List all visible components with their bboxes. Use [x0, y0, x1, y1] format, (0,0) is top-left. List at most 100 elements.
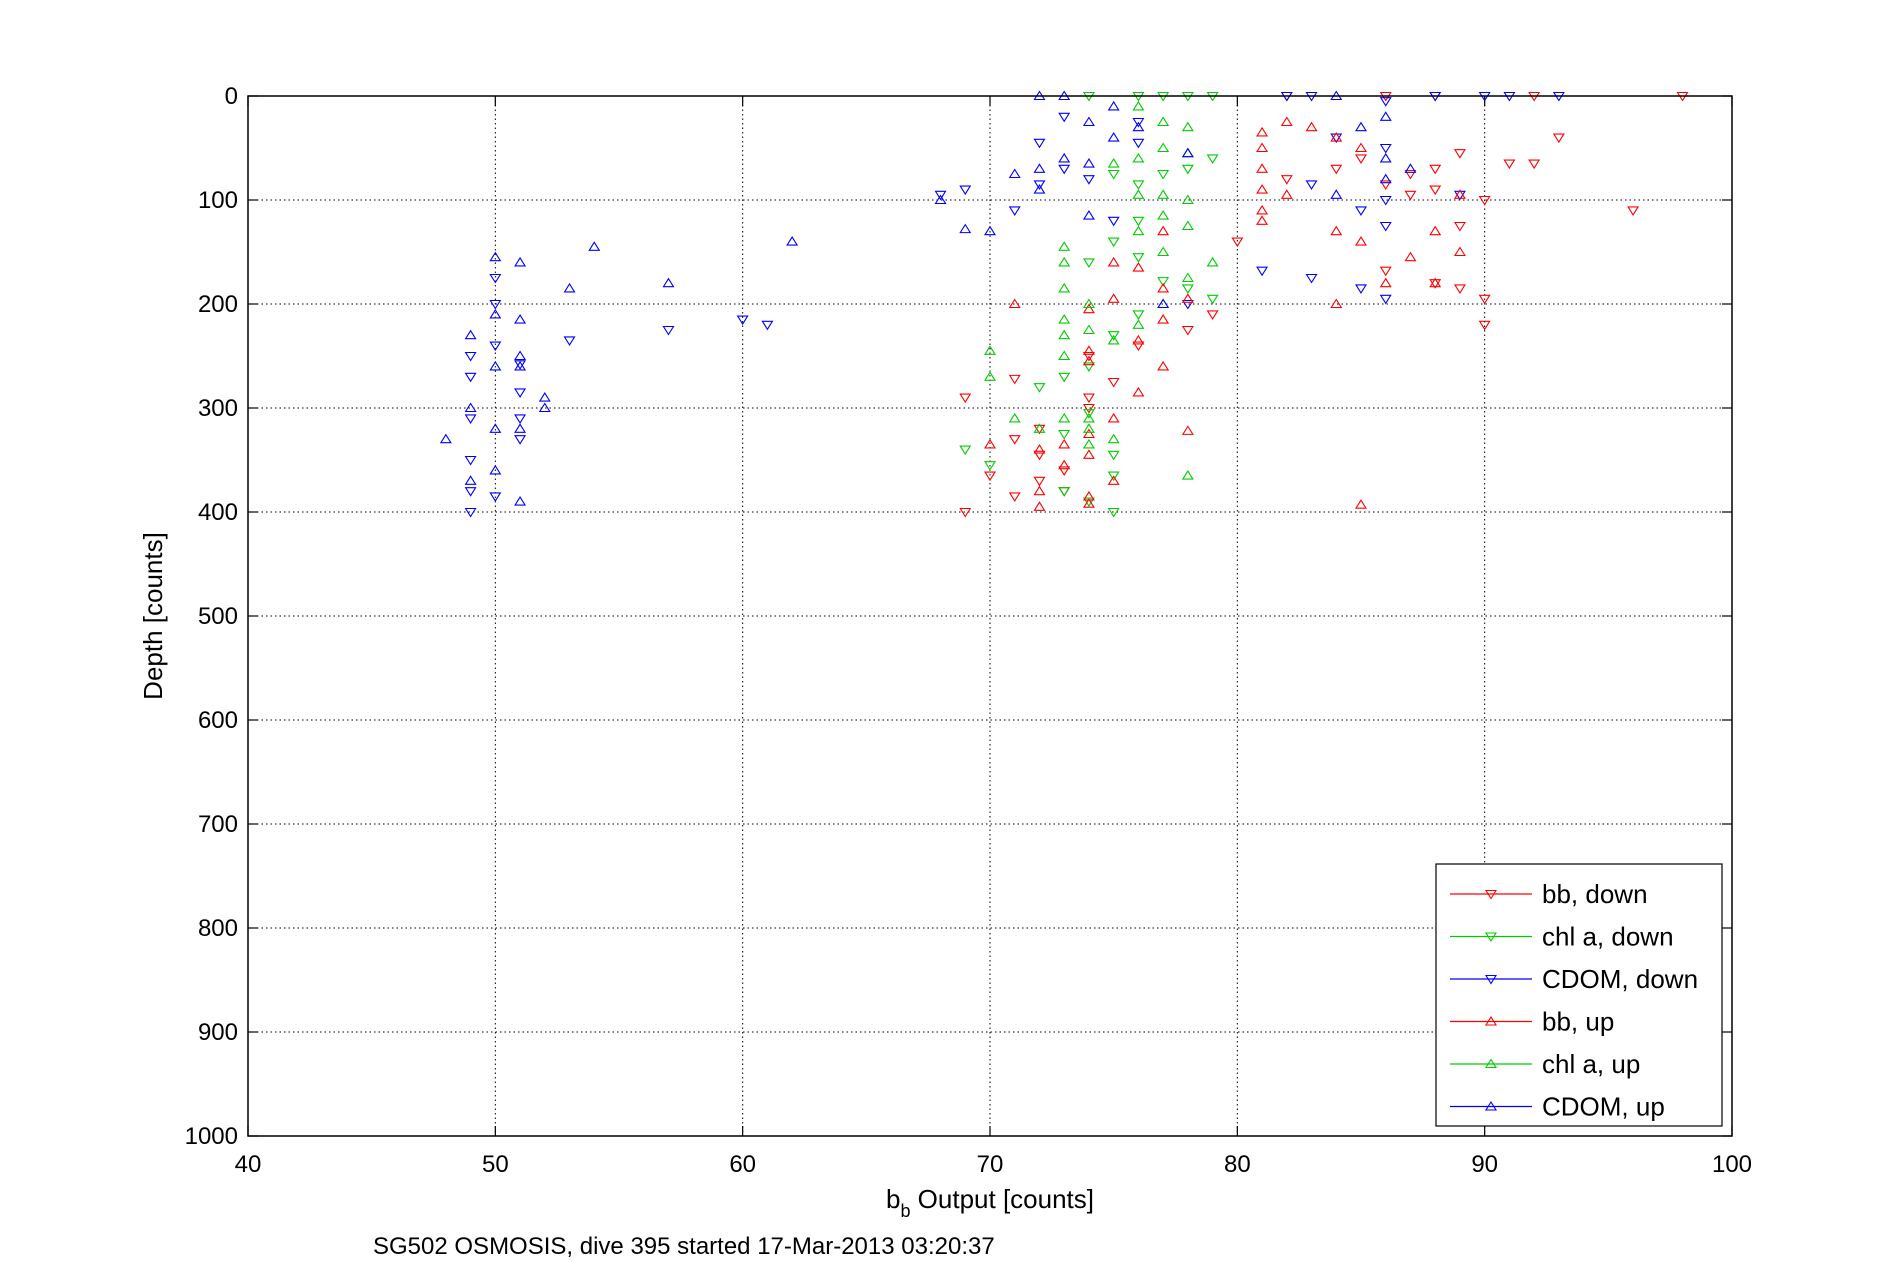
data-point — [1082, 303, 1095, 314]
data-point — [1132, 225, 1145, 236]
data-point — [1355, 499, 1367, 509]
data-point — [1478, 320, 1491, 331]
data-point — [1132, 117, 1145, 128]
data-point — [1206, 294, 1219, 305]
data-point — [934, 190, 947, 201]
x-tick-label: 70 — [977, 1151, 1004, 1178]
data-point — [959, 223, 972, 234]
data-point — [1330, 225, 1343, 236]
legend-box — [1435, 863, 1723, 1127]
data-point — [1107, 507, 1120, 518]
data-point — [1033, 450, 1046, 461]
data-point — [1058, 256, 1071, 267]
data-point — [1429, 225, 1442, 236]
data-point — [1132, 100, 1145, 111]
data-point — [1058, 282, 1071, 293]
data-point — [1033, 444, 1046, 454]
y-tick-label: 700 — [198, 811, 238, 838]
data-point — [662, 277, 675, 288]
data-point — [1355, 142, 1367, 153]
data-point — [1256, 142, 1269, 153]
data-point — [1107, 169, 1120, 180]
data-point — [984, 371, 996, 381]
data-point — [1280, 175, 1293, 185]
data-point — [959, 445, 972, 456]
data-point — [1181, 299, 1194, 310]
data-point — [1033, 138, 1046, 149]
data-point — [514, 435, 527, 445]
data-point — [1082, 403, 1095, 414]
data-point — [1033, 180, 1046, 190]
data-point — [1082, 355, 1095, 366]
data-point — [1058, 314, 1071, 324]
legend-label: chl a, up — [1542, 1049, 1640, 1079]
data-point — [514, 360, 527, 371]
data-point — [1107, 237, 1120, 248]
y-tick-label: 800 — [198, 915, 238, 942]
data-point — [984, 225, 996, 236]
data-point — [1157, 225, 1170, 236]
data-point — [1157, 169, 1170, 180]
data-point — [934, 194, 947, 205]
legend-label: bb, down — [1542, 879, 1648, 909]
data-point — [1082, 393, 1095, 404]
data-point — [1082, 345, 1095, 355]
data-point — [1058, 241, 1071, 251]
axis-ticks: 40 50 60 70 80 90 1000100200300400500600700800… — [185, 83, 1752, 1178]
data-point — [1379, 173, 1392, 184]
data-point — [464, 475, 477, 485]
data-point — [959, 185, 972, 196]
data-point — [1107, 433, 1120, 444]
y-axis-label: Depth [counts] — [138, 532, 168, 700]
legend-label: CDOM, down — [1542, 964, 1698, 994]
data-point — [514, 414, 527, 424]
data-point — [1058, 429, 1071, 440]
data-point — [1206, 310, 1219, 320]
data-point — [1157, 314, 1170, 324]
data-point — [1330, 298, 1343, 309]
data-point — [1429, 277, 1442, 288]
data-point — [1478, 294, 1491, 305]
data-point — [1082, 449, 1095, 459]
data-point — [1256, 215, 1269, 225]
data-point — [1256, 204, 1269, 215]
data-point — [489, 299, 502, 310]
data-point — [1379, 152, 1392, 163]
data-point — [1033, 476, 1046, 487]
legend-label: chl a, down — [1542, 922, 1674, 952]
data-point — [736, 315, 749, 326]
data-point — [1058, 329, 1071, 340]
data-point — [1132, 341, 1145, 352]
data-point — [1082, 409, 1095, 419]
data-point — [1379, 97, 1392, 107]
data-point — [514, 314, 527, 324]
data-point — [489, 492, 502, 502]
data-point — [1256, 184, 1269, 194]
legend-marker — [1485, 1015, 1497, 1026]
data-point — [514, 496, 527, 506]
data-point — [1181, 121, 1194, 132]
data-point — [1305, 273, 1318, 284]
data-point — [1453, 149, 1466, 159]
data-point — [514, 350, 527, 361]
data-point — [1058, 487, 1071, 497]
data-point — [1008, 206, 1021, 216]
data-point — [1132, 386, 1145, 397]
data-points — [439, 90, 1689, 518]
data-point — [538, 402, 551, 413]
data-point — [1082, 428, 1095, 439]
data-point — [1181, 220, 1194, 231]
data-point — [1033, 501, 1046, 511]
data-point — [1305, 180, 1318, 190]
data-point — [1157, 142, 1170, 153]
y-tick-label: 200 — [198, 291, 238, 318]
data-point — [1107, 334, 1120, 345]
data-point — [1453, 246, 1466, 257]
data-point — [1330, 164, 1343, 175]
y-tick-label: 500 — [198, 603, 238, 630]
data-point — [1008, 374, 1021, 385]
data-point — [489, 360, 502, 371]
data-point — [1082, 298, 1095, 309]
data-point — [1082, 324, 1095, 335]
data-point — [1181, 147, 1194, 158]
